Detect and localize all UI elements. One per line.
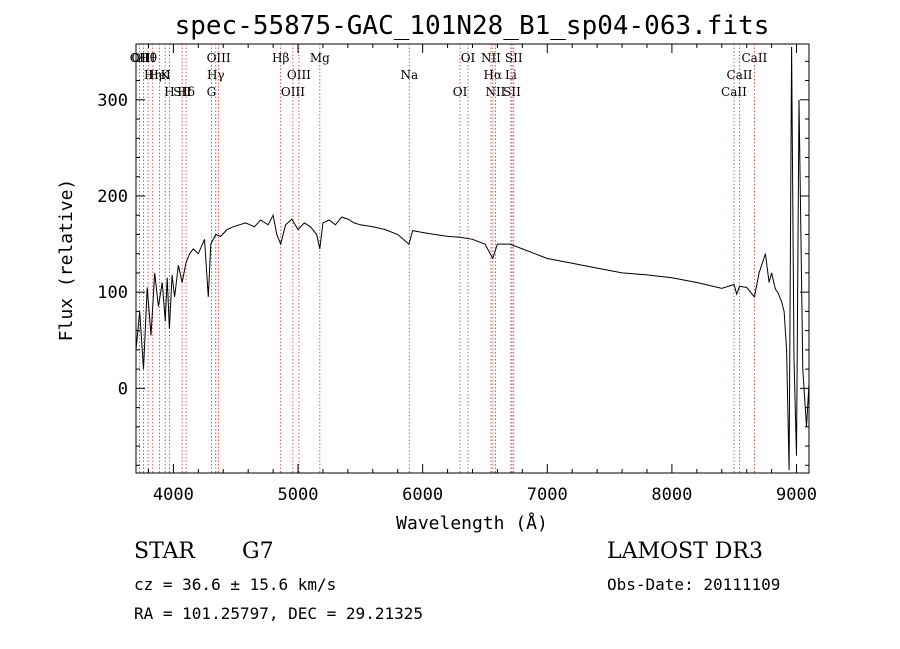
x-axis-label: Wavelength (Å)	[396, 512, 548, 534]
line-marker-label: OI	[461, 51, 476, 65]
object-subclass: G7	[242, 539, 274, 564]
line-marker-label: H	[164, 85, 174, 99]
x-tick-label: 4000	[153, 485, 194, 505]
line-marker-label: OIII	[281, 85, 305, 99]
line-marker-label: K	[161, 68, 171, 82]
line-marker-label: Hα	[484, 68, 503, 82]
line-marker-label: OIII	[287, 68, 311, 82]
line-marker-label: OIII	[131, 51, 155, 65]
x-tick-label: 6000	[402, 485, 443, 505]
line-marker-label: Hη	[144, 68, 162, 82]
axis-tick-labels: 4000 5000 6000 7000 8000 9000 0 100 200 300	[97, 91, 817, 505]
redshift-velocity: cz = 36.6 ± 15.6 km/s	[134, 575, 337, 594]
line-marker-label: NII	[485, 85, 505, 99]
line-marker-label: HeI	[148, 68, 171, 82]
line-marker-label: Hδ	[177, 85, 195, 99]
x-tick-label: 7000	[527, 485, 568, 505]
y-tick-label: 300	[97, 91, 128, 111]
spectrum-line	[135, 46, 810, 471]
line-marker-label: CaII	[741, 51, 767, 65]
object-class: STAR	[134, 539, 195, 564]
line-marker-label: Na	[400, 68, 418, 82]
line-marker-label: NII	[481, 51, 501, 65]
line-marker-label: CaII	[721, 85, 747, 99]
line-marker-label: OII	[130, 51, 150, 65]
line-marker-label: OIII	[207, 51, 231, 65]
chart-title: spec-55875-GAC_101N28_B1_sp04-063.fits	[175, 11, 770, 41]
line-marker-label: Hγ	[207, 68, 225, 82]
x-tick-label: 8000	[651, 485, 692, 505]
line-marker-label: SII	[505, 51, 523, 65]
line-marker-label: Hβ	[272, 51, 289, 65]
line-marker-label: OI	[453, 85, 468, 99]
y-tick-label: 200	[97, 187, 128, 207]
x-tick-label: 9000	[776, 485, 817, 505]
x-tick-label: 5000	[278, 485, 319, 505]
plot-frame	[135, 43, 810, 474]
spectral-line-labels: HθKHδOIIHeISIIOIIIHηHOIIIHγGHβOIIIOIIIMg…	[130, 51, 768, 99]
sky-coordinates: RA = 101.25797, DEC = 29.21325	[134, 604, 423, 623]
line-marker-label: Hθ	[139, 51, 157, 65]
line-marker-label: Li	[505, 68, 517, 82]
y-axis-label: Flux (relative)	[56, 179, 77, 342]
observation-date: Obs-Date: 20111109	[607, 575, 781, 594]
line-marker-label: CaII	[727, 68, 753, 82]
line-marker-label: Mg	[310, 51, 330, 65]
line-marker-label: SII	[503, 85, 521, 99]
survey-label: LAMOST DR3	[607, 539, 763, 564]
line-marker-label: SII	[173, 85, 191, 99]
y-tick-label: 0	[118, 379, 128, 399]
spectral-line-markers	[138, 44, 755, 473]
axis-ticks	[136, 44, 809, 473]
line-marker-label: G	[207, 85, 217, 99]
y-tick-label: 100	[97, 283, 128, 303]
